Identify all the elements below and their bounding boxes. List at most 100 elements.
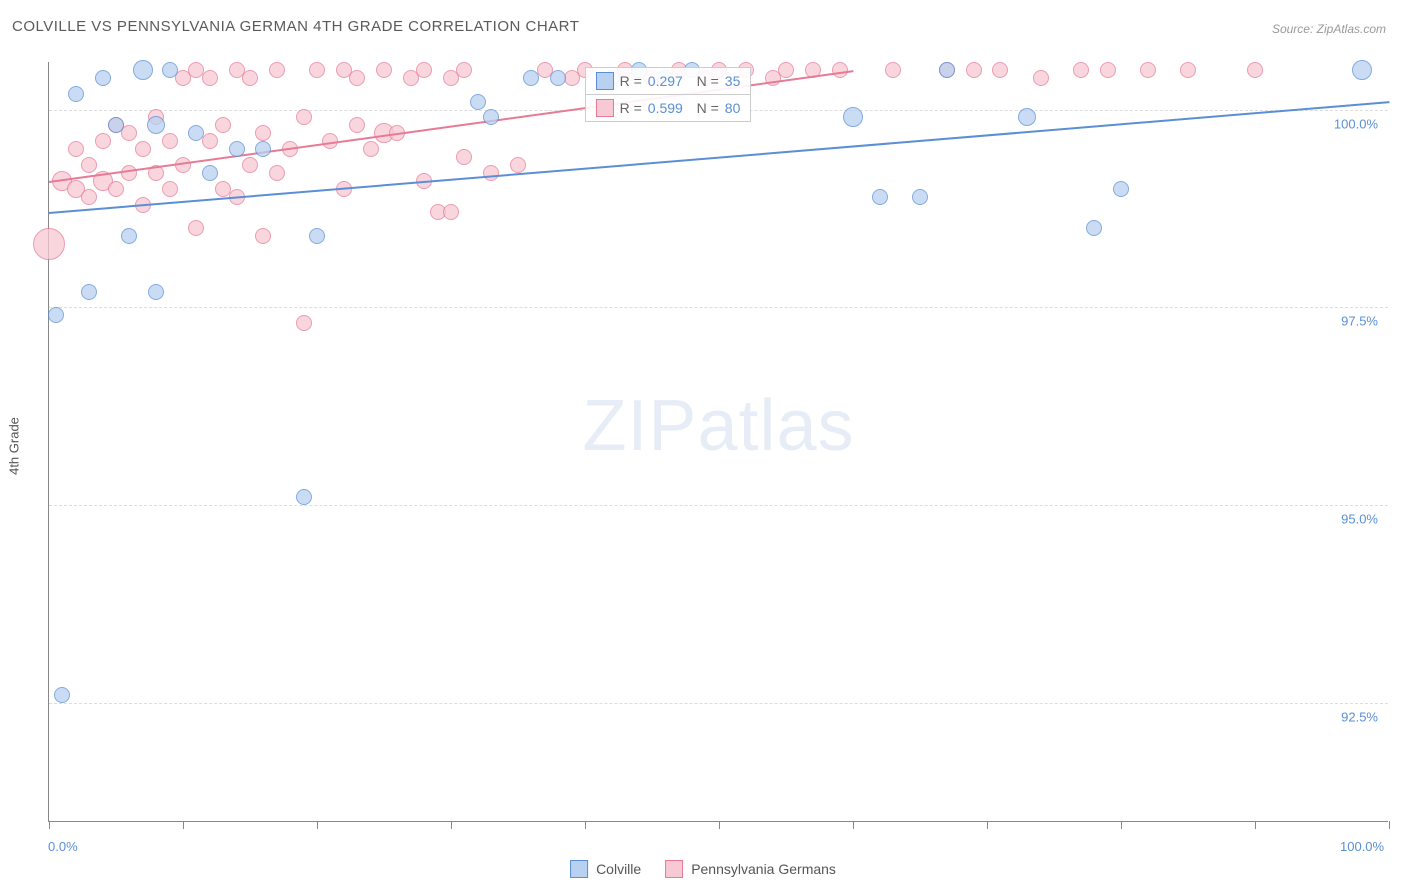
data-point [1180, 62, 1196, 78]
data-point [510, 157, 526, 173]
x-tick [585, 821, 586, 829]
x-tick [317, 821, 318, 829]
data-point [1140, 62, 1156, 78]
legend-n-value: 80 [725, 100, 741, 116]
data-point [1018, 108, 1036, 126]
data-point [376, 62, 392, 78]
data-point [872, 189, 888, 205]
x-tick [49, 821, 50, 829]
legend-r-label: R = [620, 100, 642, 116]
data-point [1033, 70, 1049, 86]
data-point [363, 141, 379, 157]
x-tick-label: 0.0% [48, 839, 78, 854]
data-point [121, 165, 137, 181]
legend-swatch [665, 860, 683, 878]
data-point [416, 62, 432, 78]
legend-row: R = 0.599 N = 80 [585, 95, 752, 122]
data-point [966, 62, 982, 78]
data-point [229, 141, 245, 157]
y-tick-label: 95.0% [1341, 512, 1378, 527]
data-point [202, 133, 218, 149]
data-point [68, 86, 84, 102]
gridline [49, 307, 1388, 308]
data-point [778, 62, 794, 78]
data-point [1086, 220, 1102, 236]
data-point [81, 284, 97, 300]
data-point [147, 116, 165, 134]
data-point [912, 189, 928, 205]
series-name: Colville [596, 861, 641, 877]
x-tick [987, 821, 988, 829]
legend-r-label: R = [620, 73, 642, 89]
x-tick [183, 821, 184, 829]
data-point [470, 94, 486, 110]
data-point [550, 70, 566, 86]
data-point [349, 117, 365, 133]
x-tick [1255, 821, 1256, 829]
legend-r-value: 0.599 [648, 100, 683, 116]
chart-title: COLVILLE VS PENNSYLVANIA GERMAN 4TH GRAD… [12, 18, 579, 35]
legend-swatch [596, 72, 614, 90]
legend-n-label: N = [689, 73, 719, 89]
y-tick-label: 100.0% [1334, 116, 1378, 131]
x-tick [1389, 821, 1390, 829]
legend-r-value: 0.297 [648, 73, 683, 89]
data-point [523, 70, 539, 86]
data-point [162, 62, 178, 78]
data-point [95, 70, 111, 86]
legend-n-label: N = [689, 100, 719, 116]
source-attribution: Source: ZipAtlas.com [1272, 22, 1386, 36]
legend-n-value: 35 [725, 73, 741, 89]
correlation-legend: R = 0.297 N = 35R = 0.599 N = 80 [585, 67, 752, 122]
data-point [309, 228, 325, 244]
data-point [832, 62, 848, 78]
data-point [188, 220, 204, 236]
legend-row: R = 0.297 N = 35 [585, 67, 752, 95]
watermark: ZIPatlas [582, 385, 854, 467]
data-point [108, 181, 124, 197]
bottom-legend: Colville Pennsylvania Germans [570, 860, 836, 878]
data-point [148, 284, 164, 300]
data-point [242, 70, 258, 86]
data-point [349, 70, 365, 86]
data-point [108, 117, 124, 133]
series-name: Pennsylvania Germans [691, 861, 836, 877]
data-point [483, 165, 499, 181]
bottom-legend-item: Colville [570, 860, 641, 878]
data-point [1247, 62, 1263, 78]
data-point [215, 117, 231, 133]
data-point [843, 107, 863, 127]
data-point [992, 62, 1008, 78]
legend-swatch [570, 860, 588, 878]
data-point [309, 62, 325, 78]
x-tick [451, 821, 452, 829]
data-point [202, 70, 218, 86]
data-point [95, 133, 111, 149]
y-axis-label: 4th Grade [7, 417, 22, 475]
data-point [54, 687, 70, 703]
data-point [296, 109, 312, 125]
data-point [255, 141, 271, 157]
plot-inner: ZIPatlas 92.5% 95.0% 97.5% 100.0% R = 0.297 … [49, 62, 1388, 821]
y-tick-label: 97.5% [1341, 314, 1378, 329]
data-point [885, 62, 901, 78]
data-point [255, 228, 271, 244]
data-point [456, 62, 472, 78]
data-point [33, 228, 65, 260]
gridline [49, 703, 1388, 704]
data-point [269, 165, 285, 181]
x-tick [1121, 821, 1122, 829]
data-point [242, 157, 258, 173]
data-point [68, 141, 84, 157]
data-point [296, 315, 312, 331]
bottom-legend-item: Pennsylvania Germans [665, 860, 836, 878]
data-point [255, 125, 271, 141]
data-point [443, 204, 459, 220]
data-point [121, 125, 137, 141]
data-point [1113, 181, 1129, 197]
data-point [48, 307, 64, 323]
data-point [162, 133, 178, 149]
data-point [456, 149, 472, 165]
y-tick-label: 92.5% [1341, 710, 1378, 725]
data-point [939, 62, 955, 78]
